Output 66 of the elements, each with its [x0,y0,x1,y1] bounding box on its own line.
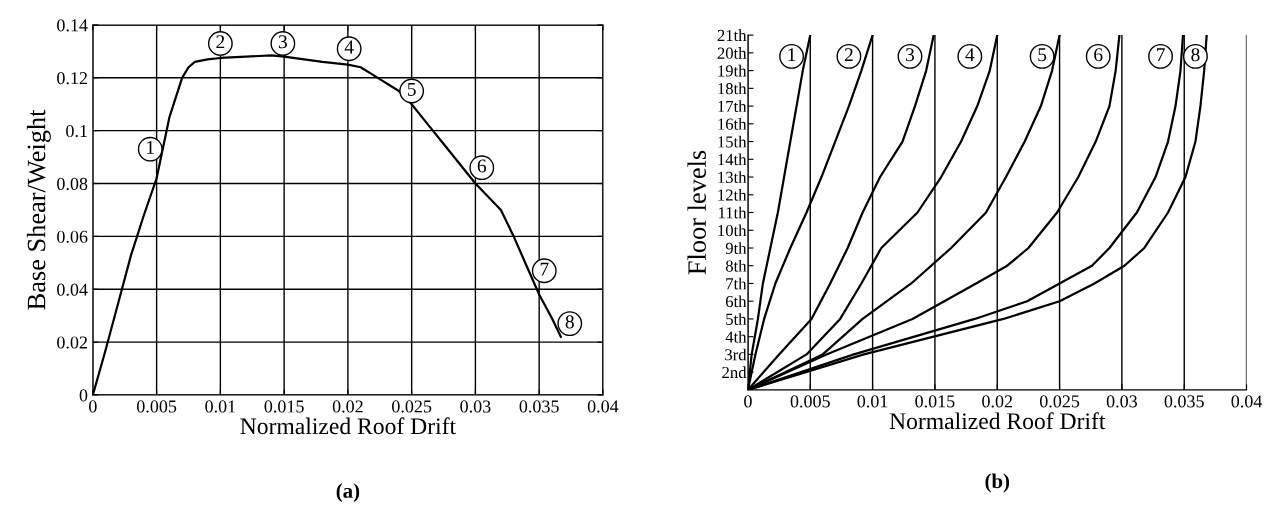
annotation: 5 [407,82,416,96]
x-axis-title: Normalized Roof Drift [240,417,456,435]
annotation: 2 [216,35,225,49]
y-tick-label: 15th [718,135,747,148]
x-tick-label: 0.035 [519,400,559,413]
y-tick-label: 19th [718,64,747,77]
x-axis-title: Normalized Roof Drift [889,412,1106,430]
y-tick-label: 0.02 [57,336,87,349]
x-tick-label: 0 [89,400,97,413]
y-tick-label: 14th [718,153,747,166]
y-tick-label: 21th [717,29,747,42]
annotation: 8 [1191,48,1200,62]
annotation: 4 [965,48,975,62]
y-tick-label: 0.04 [57,283,88,296]
y-tick-label: 2nd [722,366,747,379]
x-tick-label: 0.01 [205,400,236,413]
x-tick-label: 0.03 [1106,395,1137,408]
annotation: 6 [477,159,487,173]
text: (b) [985,473,1010,493]
y-tick-label: 9th [725,242,747,254]
annotation: 4 [344,40,354,54]
annotation: 1 [788,48,796,62]
y-tick-label: 0.06 [57,230,88,243]
annotation: 3 [906,48,915,62]
annotation: 2 [844,48,853,62]
x-tick-label: 0.01 [857,395,888,408]
y-tick-label: 0.14 [57,19,88,32]
x-tick-label: 0.015 [264,400,304,413]
x-tick-label: 0.025 [392,400,432,413]
x-tick-label: 0.04 [1231,395,1263,408]
y-tick-label: 11th [719,206,747,219]
y-tick-label: 0.1 [66,124,87,138]
y-tick-label: 3rd [725,348,747,361]
x-tick-label: 0.02 [982,395,1013,408]
y-tick-label: 13th [718,171,747,183]
y-tick-label: 20th [717,47,747,59]
annotation: 7 [540,262,549,276]
x-tick-label: 0.025 [1039,395,1080,408]
x-tick-label: 0.005 [790,395,830,408]
y-tick-label: 12th [718,188,747,201]
y-tick-label: 10th [718,224,747,237]
x-tick-label: 0.02 [332,400,363,413]
y-tick-label: 17th [718,100,747,113]
x-tick-label: 0.035 [1164,395,1204,408]
y-tick-label: 4th [725,330,747,343]
annotation: 8 [565,315,574,329]
annotation: 7 [1156,48,1165,62]
y-tick-label: 0.12 [57,72,87,85]
y-axis-title: Base Shear/Weight [26,109,51,310]
y-tick-label: 8th [725,259,747,272]
x-tick-label: 0.015 [915,395,955,408]
y-tick-label: 0.08 [57,177,88,191]
y-axis-title: Floor levels [687,150,706,275]
y-tick-label: 16th [718,118,747,130]
annotation: 1 [147,141,154,154]
x-tick-label: 0.005 [136,400,177,413]
y-tick-label: 7th [726,277,747,290]
y-tick-label: 5th [726,313,747,325]
y-tick-label: 6th [725,295,747,308]
x-tick-label: 0.04 [587,400,619,413]
annotation: 6 [1094,48,1103,62]
text: (a) [336,483,360,503]
annotation: 3 [278,35,287,49]
y-tick-label: 18th [718,82,747,95]
x-tick-label: 0.03 [460,400,491,413]
annotation: 5 [1038,48,1047,62]
